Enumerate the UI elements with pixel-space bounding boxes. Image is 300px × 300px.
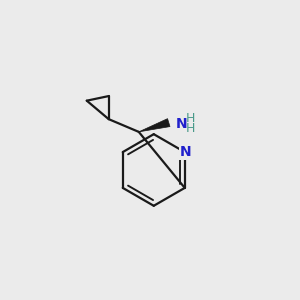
Polygon shape bbox=[139, 119, 170, 132]
Text: H: H bbox=[186, 122, 196, 135]
Text: N: N bbox=[180, 145, 192, 159]
Text: H: H bbox=[186, 112, 196, 125]
Text: N: N bbox=[176, 117, 187, 131]
